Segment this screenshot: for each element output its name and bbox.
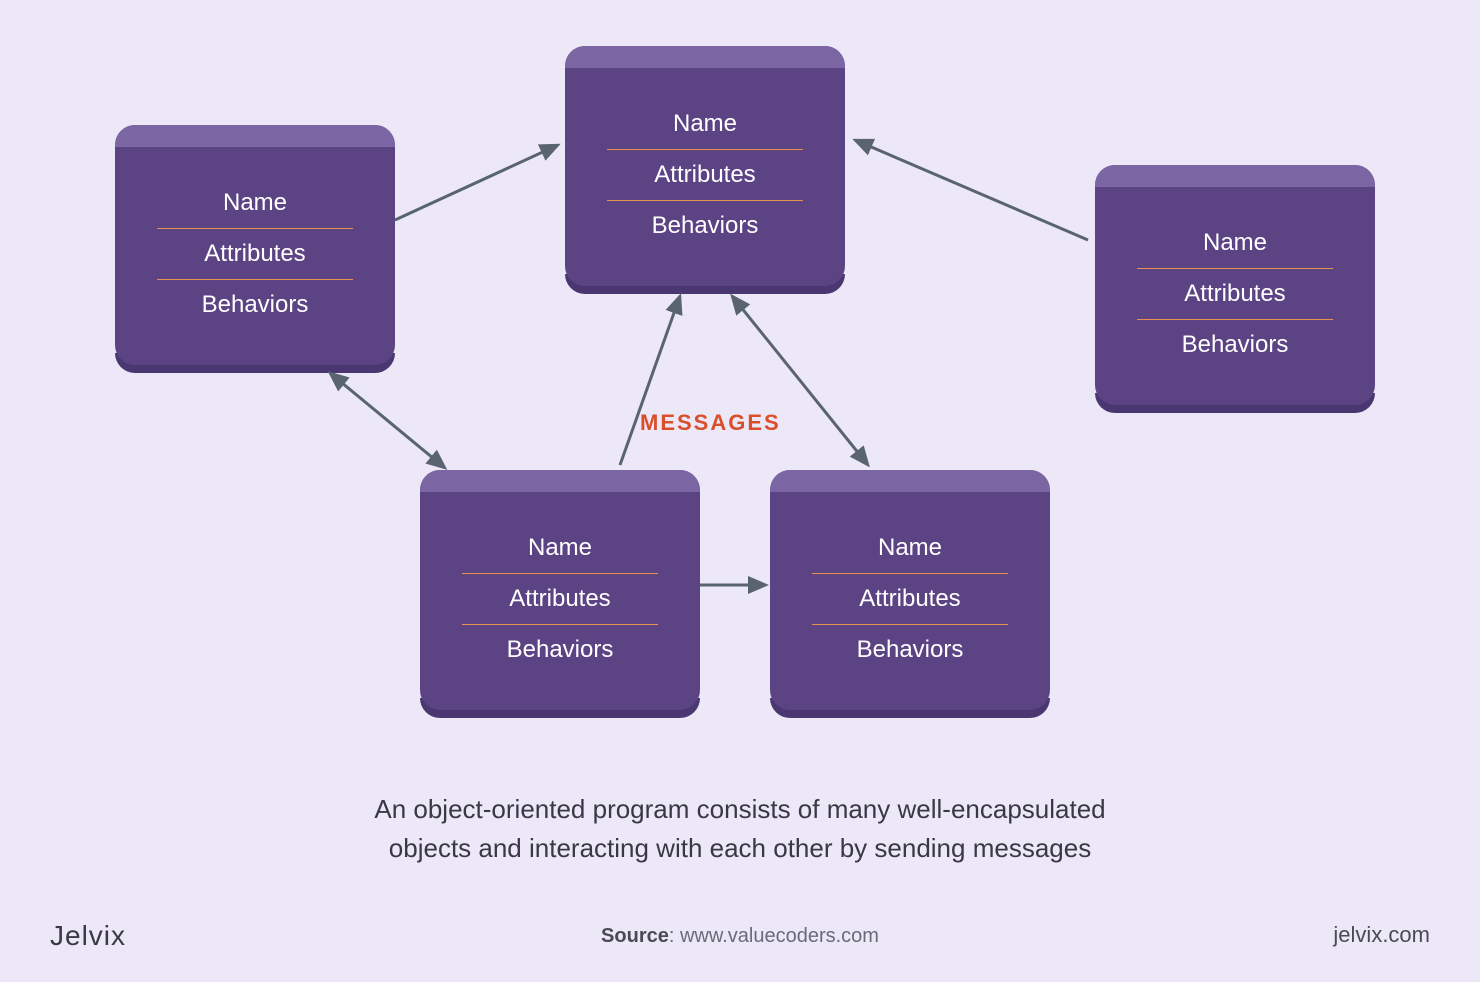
- node-label: Attributes: [1184, 272, 1285, 316]
- object-node-left: Name Attributes Behaviors: [115, 125, 395, 365]
- node-divider: [157, 228, 353, 229]
- message-arrow: [732, 296, 868, 465]
- source-credit: Source: www.valuecoders.com: [601, 925, 879, 948]
- node-label: Behaviors: [507, 628, 614, 672]
- node-label: Behaviors: [1182, 323, 1289, 367]
- node-label: Name: [528, 526, 592, 570]
- caption: An object-oriented program consists of m…: [190, 790, 1290, 868]
- node-label: Behaviors: [202, 283, 309, 327]
- node-divider: [157, 279, 353, 280]
- messages-label: MESSAGES: [640, 410, 781, 436]
- node-label: Behaviors: [652, 204, 759, 248]
- node-divider: [812, 573, 1008, 574]
- object-node-top: Name Attributes Behaviors: [565, 46, 845, 286]
- object-node-botR: Name Attributes Behaviors: [770, 470, 1050, 710]
- node-label: Behaviors: [857, 628, 964, 672]
- caption-line1: An object-oriented program consists of m…: [190, 790, 1290, 829]
- message-arrow: [855, 140, 1088, 240]
- object-node-botL: Name Attributes Behaviors: [420, 470, 700, 710]
- message-arrow: [395, 145, 558, 220]
- brand-logo: Jelvix: [50, 920, 126, 952]
- node-label: Attributes: [204, 232, 305, 276]
- node-divider: [1137, 319, 1333, 320]
- node-label: Attributes: [509, 577, 610, 621]
- node-label: Name: [223, 181, 287, 225]
- messages-text: MESSAGES: [640, 410, 781, 435]
- node-divider: [1137, 268, 1333, 269]
- object-node-right: Name Attributes Behaviors: [1095, 165, 1375, 405]
- message-arrow: [330, 373, 445, 468]
- node-divider: [812, 624, 1008, 625]
- node-divider: [607, 149, 803, 150]
- node-label: Name: [878, 526, 942, 570]
- node-divider: [607, 200, 803, 201]
- node-label: Name: [1203, 221, 1267, 265]
- caption-line2: objects and interacting with each other …: [190, 829, 1290, 868]
- node-label: Attributes: [654, 153, 755, 197]
- message-arrow: [620, 296, 680, 465]
- node-label: Attributes: [859, 577, 960, 621]
- node-label: Name: [673, 102, 737, 146]
- node-divider: [462, 624, 658, 625]
- node-divider: [462, 573, 658, 574]
- site-url: jelvix.com: [1333, 922, 1430, 948]
